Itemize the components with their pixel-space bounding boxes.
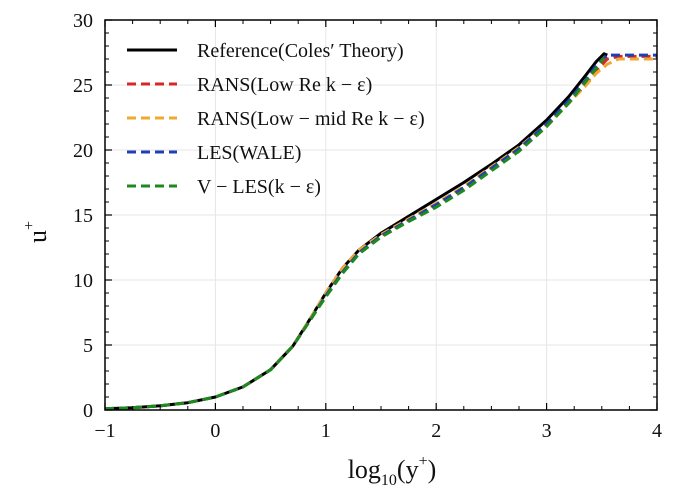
y-axis-title-sup: +: [21, 221, 38, 230]
legend: Reference(Coles′ Theory) RANS(Low Re k − …: [127, 40, 425, 198]
y-axis-title: u+: [21, 221, 52, 243]
y-tick-label: 25: [73, 75, 93, 97]
x-tick-label: −1: [94, 420, 115, 442]
axis-ticks: [104, 19, 658, 411]
legend-label-4: LES(WALE): [197, 142, 301, 164]
svg-text:u+: u+: [21, 221, 52, 243]
x-axis-title-sub: 10: [381, 472, 397, 489]
series-line-3: [104, 57, 657, 411]
series-line-5: [104, 56, 606, 411]
y-axis-title-main: u: [23, 230, 52, 243]
y-tick-label: 15: [73, 205, 93, 227]
x-tick-label: 0: [210, 420, 220, 442]
y-tick-label: 20: [73, 140, 93, 162]
x-axis-title-close: ): [428, 455, 437, 484]
legend-label-3: RANS(Low − mid Re k − ε): [197, 108, 425, 130]
legend-label-1: Reference(Coles′ Theory): [197, 40, 404, 62]
grid: [104, 19, 658, 411]
x-tick-label: 4: [652, 420, 662, 442]
y-tick-label: 30: [73, 10, 93, 32]
x-tick-label: 3: [542, 420, 552, 442]
legend-label-5: V − LES(k − ε): [197, 176, 321, 198]
x-tick-label: 2: [431, 420, 441, 442]
x-tick-label: 1: [321, 420, 331, 442]
series-layer: [104, 52, 657, 411]
y-tick-label: 5: [83, 335, 93, 357]
x-axis-title: log10(y+): [348, 453, 437, 489]
y-tick-label: 0: [83, 400, 93, 422]
x-axis-title-sup: +: [419, 453, 428, 470]
legend-label-2: RANS(Low Re k − ε): [197, 74, 372, 96]
x-axis-title-open: (y: [397, 455, 419, 484]
y-tick-label: 10: [73, 270, 93, 292]
x-axis-title-main: log: [348, 455, 381, 484]
